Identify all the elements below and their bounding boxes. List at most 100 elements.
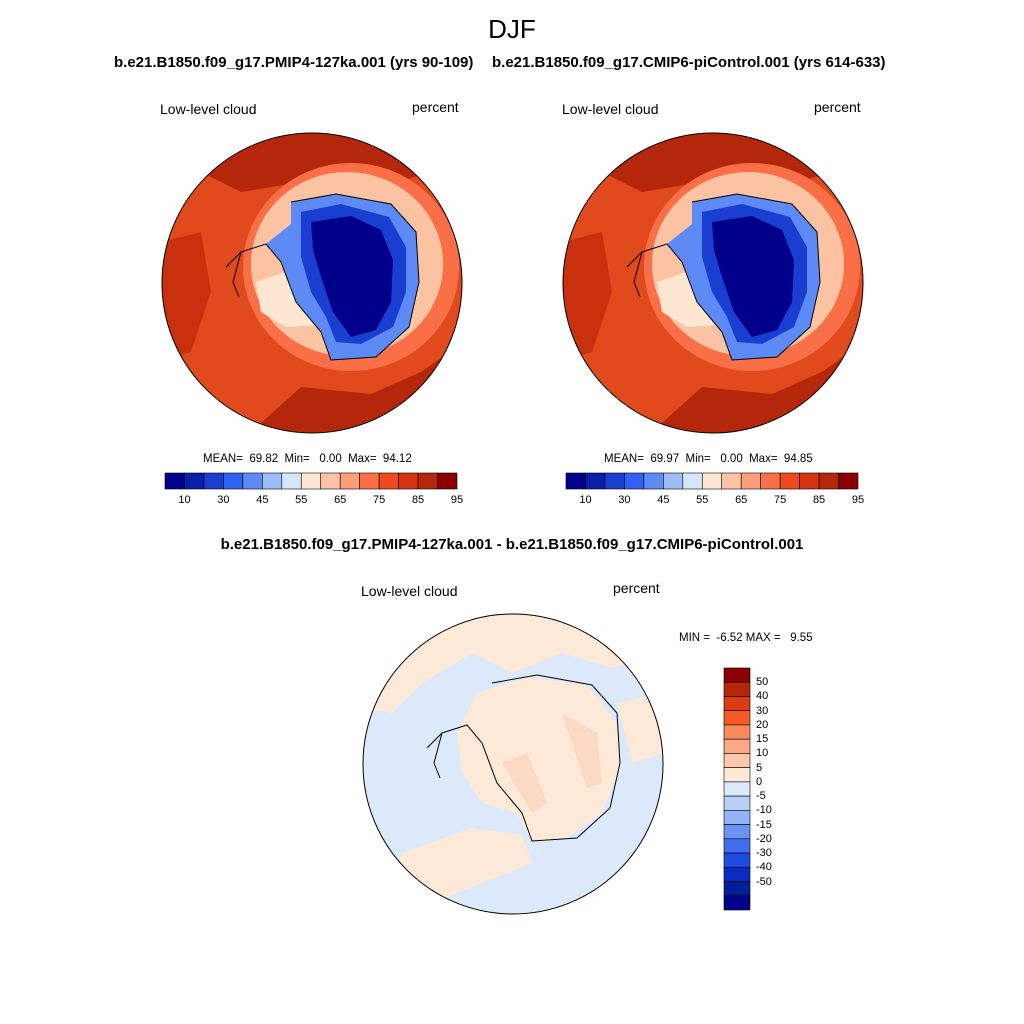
panel2-stats: MEAN= 69.97 Min= 0.00 Max= 94.85: [604, 453, 813, 465]
difference-units-label: percent: [613, 580, 660, 596]
panel2-colorbar-box: [624, 472, 645, 490]
difference-colorbar-box: [723, 881, 751, 897]
difference-colorbar-box: [723, 895, 751, 911]
difference-colorbar-box: [723, 795, 751, 811]
high-cloud-band-west: [563, 232, 612, 362]
panel1-stats: MEAN= 69.82 Min= 0.00 Max= 94.12: [203, 453, 412, 465]
difference-colorbar-tick: -5: [756, 790, 766, 803]
panel2-colorbar-box: [701, 472, 723, 490]
difference-colorbar-box: [723, 681, 751, 697]
panel1-variable-label: Low-level cloud: [160, 101, 257, 117]
panel1-colorbar-box: [281, 472, 302, 490]
panel1-colorbar-box: [223, 472, 244, 490]
panel1-colorbar-tick: 75: [373, 494, 386, 506]
coastline: [225, 193, 420, 361]
panel1-colorbar-box: [339, 472, 360, 490]
panel2-colorbar-box: [721, 472, 742, 490]
panel2-colorbar-box: [818, 472, 839, 490]
panel1-title: b.e21.B1850.f09_g17.PMIP4-127ka.001 (yrs…: [114, 54, 474, 71]
positive-anomaly-antarctica: [457, 677, 620, 841]
difference-colorbar-box: [723, 767, 751, 783]
panel1-units-label: percent: [412, 99, 459, 115]
panel1-colorbar: [164, 472, 458, 490]
panel2-colorbar-tick: 30: [618, 494, 631, 506]
antarctica-interior: [311, 216, 393, 337]
panel1-colorbar-box: [437, 472, 458, 490]
panel1-colorbar-box: [359, 472, 380, 490]
difference-stats: MIN = -6.52 MAX = 9.55: [679, 632, 813, 644]
difference-colorbar-ticks: 50 40 30 20 15 10 5 0 -5 -10 -15 -20 -30 -40 -50: [756, 668, 796, 910]
difference-colorbar-box: [723, 866, 751, 882]
panel2-colorbar-tick: 65: [735, 494, 748, 506]
difference-colorbar-tick: 5: [756, 761, 763, 774]
panel1-colorbar-tick: 45: [256, 494, 269, 506]
panel2-colorbar: [565, 472, 859, 490]
difference-colorbar-tick: -50: [756, 875, 772, 888]
season-title: DJF: [488, 14, 536, 44]
high-cloud-band-west: [162, 232, 211, 362]
panel1-colorbar-box: [300, 472, 322, 490]
difference-colorbar-tick: 40: [756, 690, 769, 703]
difference-colorbar-tick: -30: [756, 847, 772, 860]
panel1-colorbar-tick: 85: [411, 494, 425, 506]
difference-colorbar-box: [723, 753, 751, 768]
panel2-colorbar-box: [799, 472, 820, 490]
difference-colorbar-box: [723, 852, 751, 868]
panel1-colorbar-tick: 65: [334, 494, 347, 506]
positive-anomaly-east: [617, 693, 663, 763]
difference-colorbar: [723, 667, 751, 911]
panel2-colorbar-box: [838, 472, 859, 490]
panel2-units-label: percent: [814, 99, 861, 115]
difference-colorbar-tick: -10: [756, 804, 772, 817]
difference-colorbar-tick: -15: [756, 818, 772, 831]
panel1-colorbar-box: [378, 472, 399, 490]
panel2-colorbar-tick: 95: [851, 494, 865, 506]
difference-colorbar-box: [723, 667, 751, 683]
panel2-variable-label: Low-level cloud: [562, 101, 659, 117]
weak-positive-interior: [502, 753, 547, 813]
panel1-colorbar-box: [417, 472, 438, 490]
difference-colorbar-box: [723, 738, 751, 754]
panel1-map: [161, 132, 463, 434]
panel2-colorbar-box: [565, 472, 586, 490]
difference-title: b.e21.B1850.f09_g17.PMIP4-127ka.001 - b.…: [220, 536, 804, 553]
difference-colorbar-box: [723, 824, 751, 840]
positive-anomaly-south: [392, 828, 532, 903]
panel1-colorbar-box: [203, 472, 224, 490]
difference-colorbar-tick: 20: [756, 718, 769, 731]
panel2-colorbar-box: [663, 472, 684, 490]
panel2-colorbar-tick: 10: [579, 494, 592, 506]
panel1-colorbar-box: [242, 472, 263, 490]
difference-variable-label: Low-level cloud: [361, 583, 458, 599]
difference-colorbar-tick: -40: [756, 861, 772, 874]
panel1-colorbar-ticks: 10 30 45 55 65 75 85 95: [165, 494, 463, 508]
coastline: [626, 193, 821, 361]
difference-colorbar-tick: -20: [756, 832, 772, 845]
difference-colorbar-tick: 0: [756, 775, 763, 788]
panel1-colorbar-tick: 55: [295, 494, 308, 506]
panel2-colorbar-tick: 75: [774, 494, 787, 506]
panel2-colorbar-tick: 55: [696, 494, 709, 506]
antarctica-interior: [712, 216, 794, 337]
panel1-colorbar-tick: 95: [450, 494, 464, 506]
panel1-colorbar-box: [398, 472, 419, 490]
difference-colorbar-box: [723, 781, 751, 797]
difference-colorbar-tick: 10: [756, 747, 769, 760]
panel1-colorbar-box: [262, 472, 283, 490]
difference-colorbar-tick: 30: [756, 704, 769, 717]
panel2-colorbar-ticks: 10 30 45 55 65 75 85 95: [566, 494, 864, 508]
panel1-colorbar-tick: 30: [217, 494, 230, 506]
positive-anomaly-north: [363, 614, 663, 713]
difference-colorbar-box: [723, 810, 751, 825]
panel1-colorbar-box: [320, 472, 341, 490]
difference-colorbar-box: [723, 710, 751, 726]
weak-positive-interior-2: [562, 713, 602, 788]
difference-colorbar-box: [723, 724, 751, 740]
panel2-colorbar-box: [779, 472, 800, 490]
difference-colorbar-box: [723, 838, 751, 854]
panel1-colorbar-box: [164, 472, 185, 490]
panel2-colorbar-tick: 45: [657, 494, 670, 506]
panel2-colorbar-box: [740, 472, 761, 490]
coastline: [426, 674, 621, 842]
panel2-colorbar-box: [643, 472, 664, 490]
